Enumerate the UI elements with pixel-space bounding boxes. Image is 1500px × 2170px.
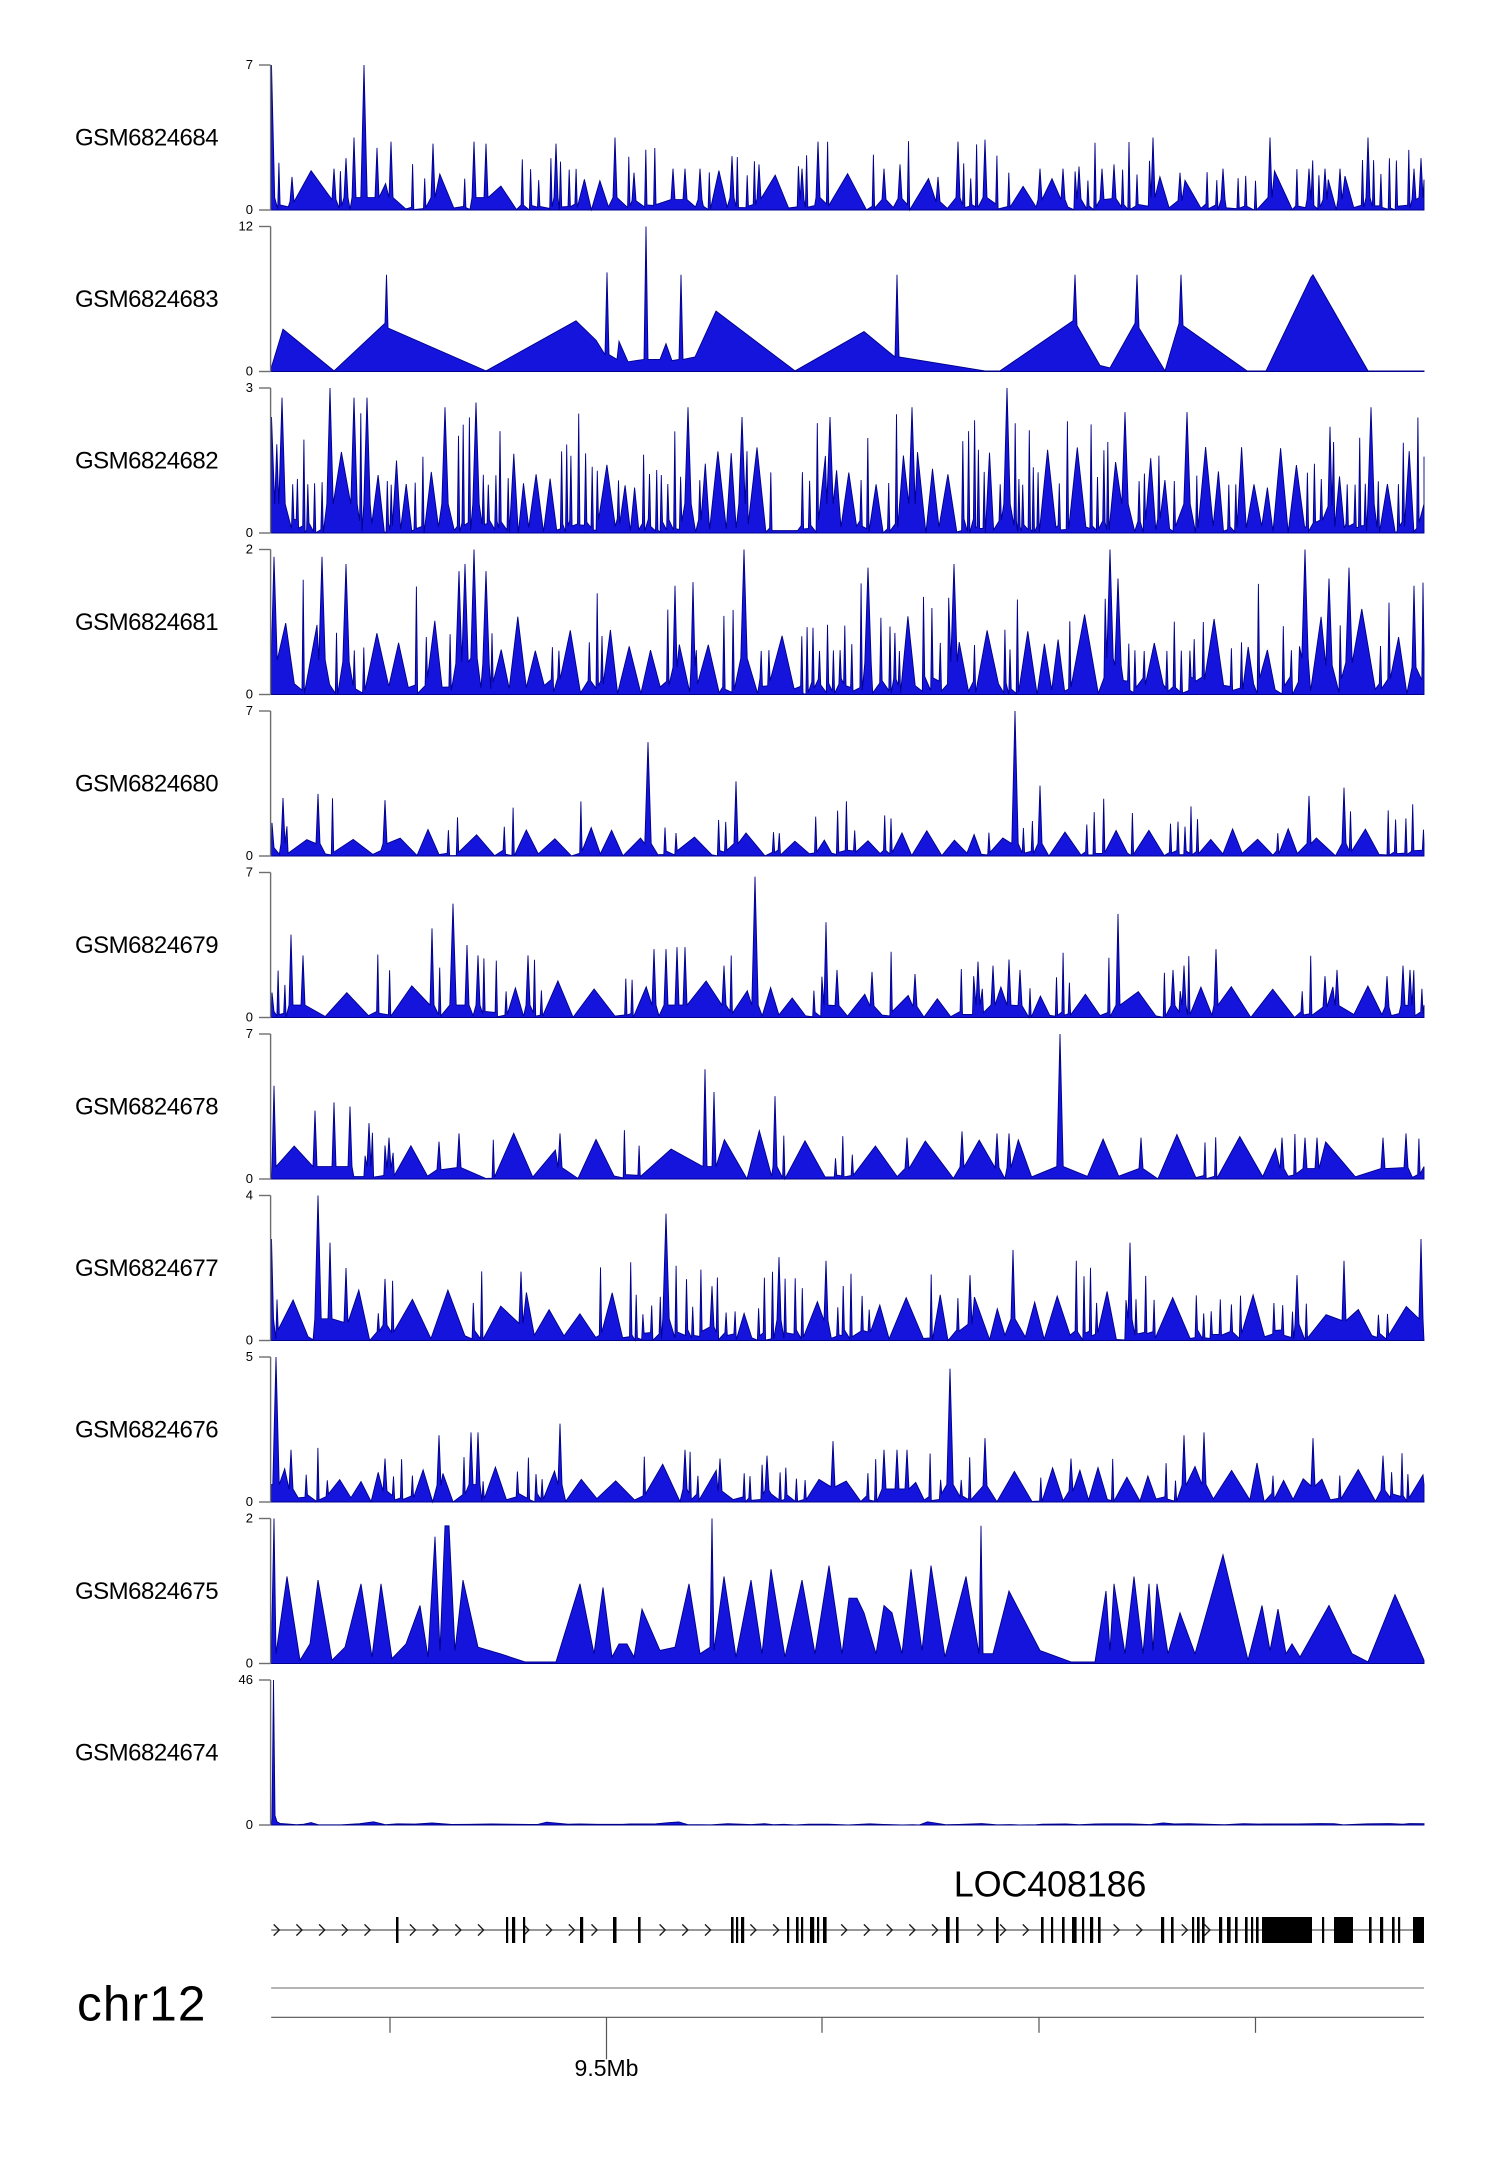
svg-text:0: 0 xyxy=(246,1333,253,1348)
svg-text:46: 46 xyxy=(239,1672,253,1687)
svg-text:GSM6824679: GSM6824679 xyxy=(75,932,218,959)
svg-text:LOC408186: LOC408186 xyxy=(954,1864,1147,1905)
svg-text:GSM6824678: GSM6824678 xyxy=(75,1094,218,1121)
svg-text:4: 4 xyxy=(246,1188,253,1203)
svg-text:0: 0 xyxy=(246,1171,253,1186)
svg-text:0: 0 xyxy=(246,1817,253,1832)
svg-text:2: 2 xyxy=(246,1511,253,1526)
svg-text:GSM6824684: GSM6824684 xyxy=(75,125,218,152)
svg-text:7: 7 xyxy=(246,703,253,718)
svg-text:GSM6824677: GSM6824677 xyxy=(75,1255,218,1282)
svg-text:GSM6824674: GSM6824674 xyxy=(75,1740,218,1767)
svg-text:0: 0 xyxy=(246,364,253,379)
svg-text:0: 0 xyxy=(246,1494,253,1509)
svg-text:5: 5 xyxy=(246,1349,253,1364)
svg-text:GSM6824680: GSM6824680 xyxy=(75,771,218,798)
svg-text:0: 0 xyxy=(246,687,253,702)
svg-text:GSM6824683: GSM6824683 xyxy=(75,286,218,313)
svg-text:9.5Mb: 9.5Mb xyxy=(575,2055,639,2081)
svg-text:0: 0 xyxy=(246,1010,253,1025)
svg-text:chr12: chr12 xyxy=(77,1977,207,2032)
svg-text:12: 12 xyxy=(239,219,253,234)
svg-text:0: 0 xyxy=(246,848,253,863)
svg-text:0: 0 xyxy=(246,202,253,217)
svg-text:7: 7 xyxy=(246,57,253,72)
svg-text:0: 0 xyxy=(246,525,253,540)
svg-text:7: 7 xyxy=(246,1026,253,1041)
svg-text:3: 3 xyxy=(246,380,253,395)
svg-text:7: 7 xyxy=(246,865,253,880)
svg-text:GSM6824681: GSM6824681 xyxy=(75,609,218,636)
svg-text:0: 0 xyxy=(246,1656,253,1671)
svg-text:2: 2 xyxy=(246,542,253,557)
svg-text:GSM6824676: GSM6824676 xyxy=(75,1417,218,1444)
svg-text:GSM6824675: GSM6824675 xyxy=(75,1578,218,1605)
svg-text:GSM6824682: GSM6824682 xyxy=(75,448,218,475)
